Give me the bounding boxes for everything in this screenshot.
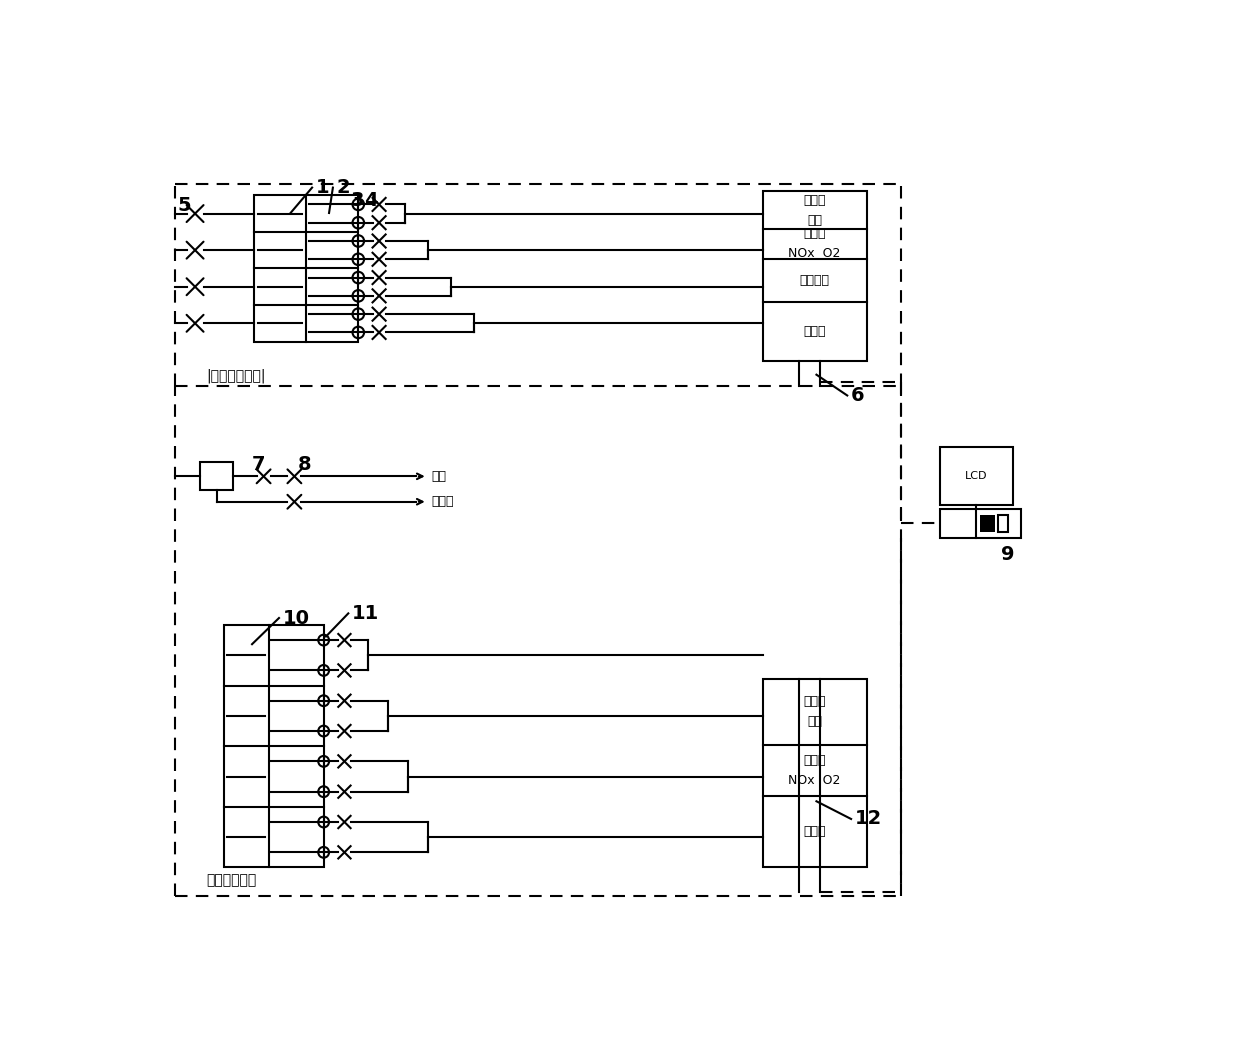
- Text: 烟气流量: 烟气流量: [800, 274, 830, 287]
- Bar: [940, 509, 1021, 538]
- Text: 9: 9: [1001, 545, 1014, 564]
- Text: LCD: LCD: [965, 471, 987, 481]
- Text: 装置: 装置: [807, 214, 822, 226]
- Text: 装置: 装置: [807, 716, 822, 728]
- Text: 5: 5: [177, 196, 191, 215]
- Text: 分析仪: 分析仪: [804, 227, 826, 241]
- Text: 4: 4: [365, 191, 378, 211]
- Text: NOx  O2: NOx O2: [789, 248, 841, 260]
- Bar: [998, 514, 1008, 532]
- Text: 分析仪: 分析仪: [804, 754, 826, 766]
- Text: |入口烟道截面|: |入口烟道截面|: [206, 369, 265, 384]
- Text: 预处理: 预处理: [804, 696, 826, 708]
- Text: 3: 3: [351, 191, 365, 211]
- Bar: [223, 625, 324, 868]
- Text: NOx  O2: NOx O2: [789, 774, 841, 787]
- Text: 8: 8: [299, 454, 312, 474]
- Text: 6: 6: [851, 386, 864, 405]
- Text: 10: 10: [283, 609, 310, 627]
- Bar: [940, 447, 1013, 505]
- Text: 氨气: 氨气: [432, 470, 446, 483]
- Text: 控制器: 控制器: [804, 325, 826, 338]
- Text: 控制器: 控制器: [804, 825, 826, 838]
- Bar: [763, 192, 867, 361]
- Text: 11: 11: [352, 604, 379, 623]
- Bar: [254, 195, 358, 341]
- Bar: [980, 514, 994, 532]
- Text: 预处理: 预处理: [804, 194, 826, 206]
- Text: 出口烟道截面: 出口烟道截面: [206, 873, 257, 888]
- Bar: [201, 461, 233, 491]
- Bar: [763, 679, 867, 868]
- Text: 7: 7: [252, 454, 265, 474]
- Text: 12: 12: [854, 810, 882, 829]
- Text: 1: 1: [316, 178, 330, 197]
- Text: 2: 2: [337, 178, 351, 197]
- Text: 稀释风: 稀释风: [432, 496, 454, 508]
